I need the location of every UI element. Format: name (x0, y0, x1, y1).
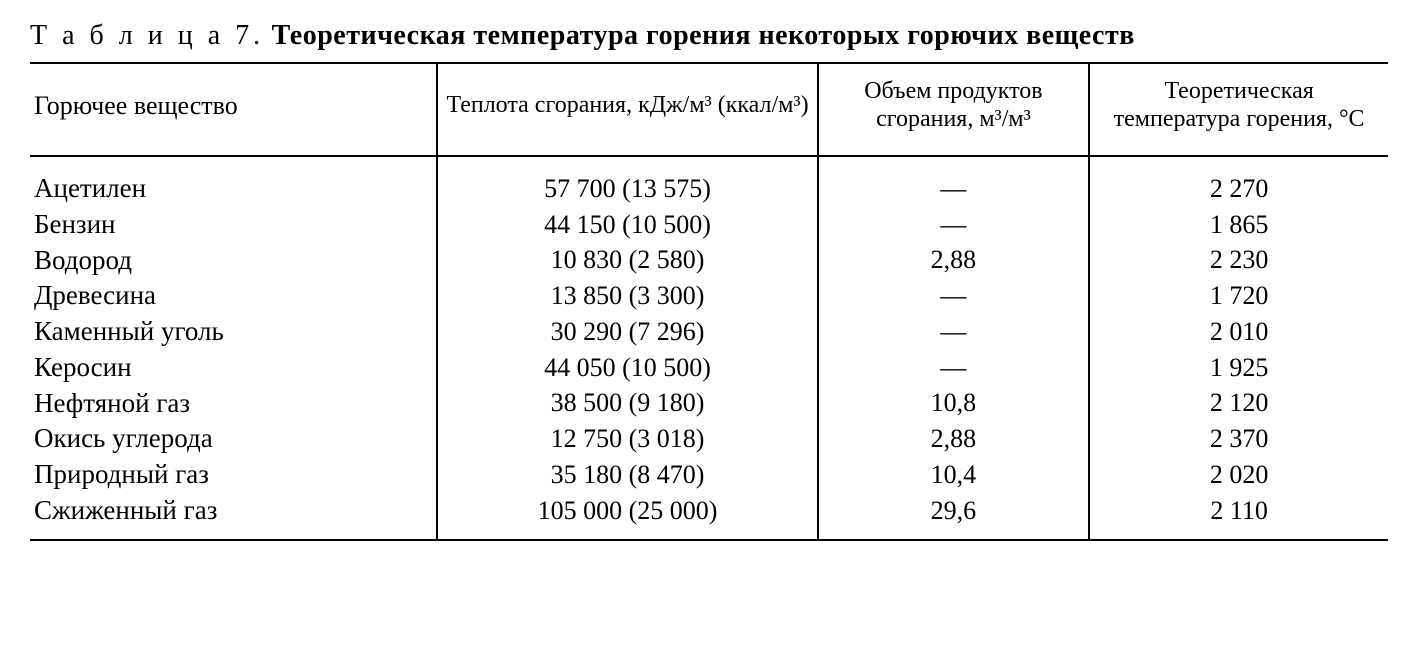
cell-volume: 2,88 (818, 243, 1090, 279)
cell-heat: 44 050 (10 500) (437, 350, 817, 386)
cell-volume: 10,4 (818, 457, 1090, 493)
header-row: Горючее вещество Теплота сгорания, кДж/м… (30, 63, 1388, 156)
cell-heat: 35 180 (8 470) (437, 457, 817, 493)
cell-volume: — (818, 171, 1090, 207)
caption-title: Теоретическая температура горения некото… (272, 20, 1135, 51)
header-substance: Горючее вещество (30, 63, 437, 156)
header-substance-text: Горючее вещество (34, 91, 238, 120)
cell-temp: 2 270 (1089, 171, 1388, 207)
table-row: Окись углерода12 750 (3 018)2,882 370 (30, 421, 1388, 457)
cell-heat: 57 700 (13 575) (437, 171, 817, 207)
table-body: Ацетилен57 700 (13 575)—2 270Бензин44 15… (30, 156, 1388, 540)
combustion-table: Горючее вещество Теплота сгорания, кДж/м… (30, 62, 1388, 541)
table-row: Природный газ35 180 (8 470)10,42 020 (30, 457, 1388, 493)
cell-temp: 2 010 (1089, 314, 1388, 350)
table-caption: Т а б л и ц а 7. Теоретическая температу… (30, 20, 1388, 52)
table-row: Нефтяной газ38 500 (9 180)10,82 120 (30, 386, 1388, 422)
cell-volume: 10,8 (818, 386, 1090, 422)
cell-substance: Нефтяной газ (30, 386, 437, 422)
cell-temp: 2 020 (1089, 457, 1388, 493)
header-temp: Теоретическая температура горения, °С (1089, 63, 1388, 156)
cell-substance: Природный газ (30, 457, 437, 493)
cell-substance: Бензин (30, 207, 437, 243)
cell-substance: Водород (30, 243, 437, 279)
table-row: Ацетилен57 700 (13 575)—2 270 (30, 171, 1388, 207)
header-volume: Объем продуктов сгорания, м³/м³ (818, 63, 1090, 156)
cell-substance: Каменный уголь (30, 314, 437, 350)
header-volume-text: Объем продуктов сгорания, м³/м³ (864, 78, 1042, 132)
spacer-row (30, 529, 1388, 540)
cell-volume: — (818, 207, 1090, 243)
table-row: Водород10 830 (2 580)2,882 230 (30, 243, 1388, 279)
cell-substance: Древесина (30, 278, 437, 314)
cell-temp: 2 230 (1089, 243, 1388, 279)
table-row: Бензин44 150 (10 500)—1 865 (30, 207, 1388, 243)
cell-heat: 10 830 (2 580) (437, 243, 817, 279)
table-row: Древесина13 850 (3 300)—1 720 (30, 278, 1388, 314)
footer-rule (30, 540, 1388, 541)
table-row: Каменный уголь30 290 (7 296)—2 010 (30, 314, 1388, 350)
cell-substance: Окись углерода (30, 421, 437, 457)
cell-temp: 2 370 (1089, 421, 1388, 457)
table-row: Сжиженный газ105 000 (25 000)29,62 110 (30, 493, 1388, 529)
spacer-row (30, 156, 1388, 171)
cell-volume: 2,88 (818, 421, 1090, 457)
header-heat-text: Теплота сгорания, кДж/м³ (ккал/м³) (446, 92, 808, 118)
cell-heat: 30 290 (7 296) (437, 314, 817, 350)
cell-temp: 1 865 (1089, 207, 1388, 243)
cell-substance: Ацетилен (30, 171, 437, 207)
cell-temp: 1 720 (1089, 278, 1388, 314)
cell-heat: 38 500 (9 180) (437, 386, 817, 422)
cell-volume: — (818, 350, 1090, 386)
caption-prefix: Т а б л и ц а 7. (30, 20, 264, 51)
header-temp-text: Теоретическая температура горения, °С (1114, 78, 1365, 132)
header-heat: Теплота сгорания, кДж/м³ (ккал/м³) (437, 63, 817, 156)
cell-temp: 1 925 (1089, 350, 1388, 386)
cell-substance: Сжиженный газ (30, 493, 437, 529)
cell-heat: 44 150 (10 500) (437, 207, 817, 243)
cell-heat: 13 850 (3 300) (437, 278, 817, 314)
cell-heat: 12 750 (3 018) (437, 421, 817, 457)
cell-substance: Керосин (30, 350, 437, 386)
table-row: Керосин44 050 (10 500)—1 925 (30, 350, 1388, 386)
cell-volume: — (818, 314, 1090, 350)
cell-temp: 2 120 (1089, 386, 1388, 422)
cell-volume: — (818, 278, 1090, 314)
